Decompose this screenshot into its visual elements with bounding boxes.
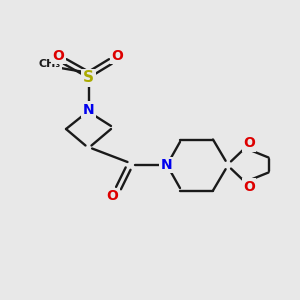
Text: O: O [111,49,123,63]
Text: CH₃: CH₃ [38,58,61,69]
Text: O: O [243,180,255,194]
Text: O: O [243,136,255,150]
Text: O: O [106,190,119,203]
Text: N: N [161,158,172,172]
Text: N: N [83,103,94,116]
Text: O: O [52,49,64,63]
Text: S: S [83,70,94,86]
